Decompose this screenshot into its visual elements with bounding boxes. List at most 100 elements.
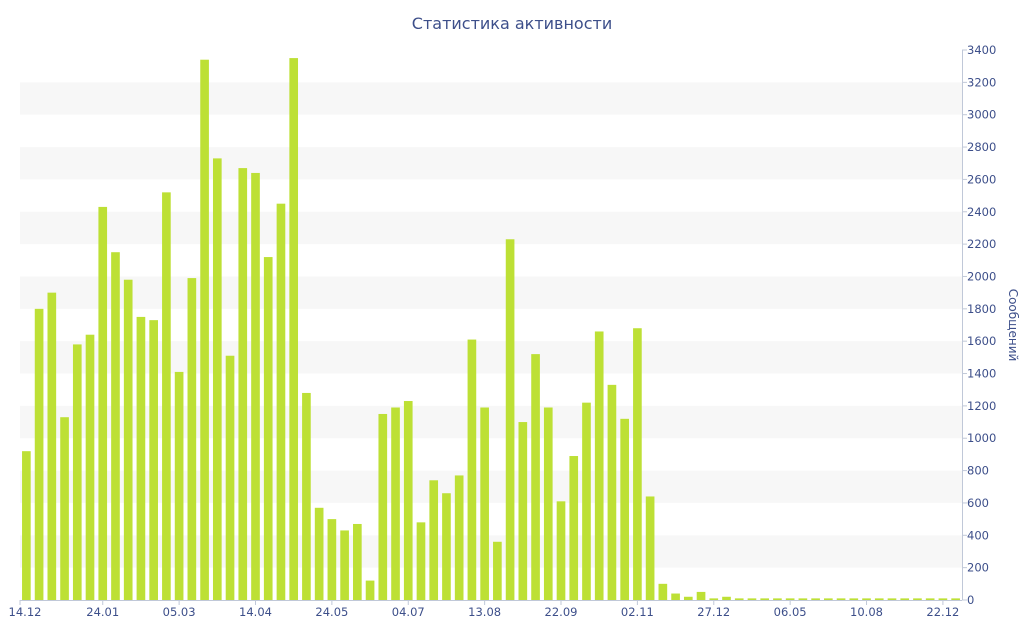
bar[interactable] (162, 192, 171, 600)
bar[interactable] (531, 354, 540, 600)
bar[interactable] (72, 344, 82, 600)
bar[interactable] (620, 418, 629, 600)
y-tick-label: 1400 (967, 367, 996, 381)
bar[interactable] (887, 598, 897, 600)
bar[interactable] (276, 203, 286, 601)
y-tick-label: 2800 (967, 140, 996, 154)
bar[interactable] (123, 279, 133, 600)
bar[interactable] (365, 580, 375, 600)
bar[interactable] (111, 252, 120, 601)
bar[interactable] (938, 598, 948, 600)
bar[interactable] (212, 158, 222, 600)
bar[interactable] (302, 392, 311, 600)
x-tick-labels: 14.12 24.01 05.03 14.04 24.05 04.07 13.08 22.09… (9, 600, 959, 619)
x-tick-label: 13.08 (468, 605, 501, 619)
bar[interactable] (900, 598, 910, 600)
bar[interactable] (263, 257, 273, 600)
x-tick-label: 10.08 (850, 605, 883, 619)
bar[interactable] (824, 598, 833, 600)
bar[interactable] (493, 541, 502, 600)
grid-band (20, 211, 962, 245)
grid-band (20, 147, 962, 180)
y-tick-label: 1200 (967, 399, 996, 413)
bar[interactable] (773, 598, 782, 600)
grid-band (20, 341, 962, 374)
bar[interactable] (391, 407, 400, 601)
bar[interactable] (136, 316, 146, 600)
bar[interactable] (849, 598, 859, 600)
bar[interactable] (403, 401, 413, 600)
axes (20, 50, 963, 601)
bar[interactable] (925, 598, 935, 600)
bar[interactable] (314, 507, 324, 600)
bar[interactable] (60, 417, 69, 600)
y-tick-label: 600 (967, 496, 989, 510)
bar[interactable] (200, 59, 209, 601)
y-tick-labels: 0 200 400 600 800 1000 1200 1400 1600 1800 2000 220… (962, 43, 996, 607)
bar[interactable] (327, 519, 337, 600)
bar[interactable] (645, 496, 655, 600)
bar[interactable] (556, 501, 566, 600)
bar[interactable] (785, 598, 795, 600)
y-tick-label: 800 (967, 464, 989, 478)
bar[interactable] (951, 598, 960, 600)
bar[interactable] (722, 596, 731, 600)
bar[interactable] (85, 334, 95, 600)
bar[interactable] (709, 598, 719, 600)
bar[interactable] (543, 407, 553, 601)
x-tick-label: 14.12 (9, 605, 42, 619)
bar[interactable] (582, 402, 591, 600)
bar[interactable] (149, 320, 158, 600)
bar[interactable] (238, 168, 248, 600)
bar[interactable] (187, 278, 197, 600)
bar[interactable] (913, 598, 922, 600)
y-tick-label: 3200 (967, 75, 996, 89)
bar[interactable] (174, 371, 184, 600)
x-tick-label: 24.01 (86, 605, 119, 619)
bar[interactable] (442, 493, 451, 600)
x-tick-label: 06.05 (774, 605, 807, 619)
bar[interactable] (798, 598, 808, 600)
bar[interactable] (467, 339, 477, 600)
bar[interactable] (480, 407, 489, 601)
bar[interactable] (569, 456, 579, 600)
bar[interactable] (658, 583, 668, 600)
bar[interactable] (251, 172, 260, 601)
bar[interactable] (22, 451, 31, 600)
bar[interactable] (836, 598, 846, 600)
y-tick-label: 3000 (967, 108, 996, 122)
bar[interactable] (760, 598, 770, 600)
bar[interactable] (340, 530, 349, 600)
bar[interactable] (289, 58, 299, 600)
bar[interactable] (862, 598, 871, 600)
bar[interactable] (811, 598, 820, 600)
bar[interactable] (734, 598, 744, 600)
bar[interactable] (747, 598, 757, 600)
bar[interactable] (353, 523, 362, 600)
bar[interactable] (518, 422, 528, 600)
bar[interactable] (47, 292, 57, 600)
bar[interactable] (225, 355, 235, 600)
bar[interactable] (454, 475, 464, 600)
x-tick-label: 24.05 (315, 605, 348, 619)
bar[interactable] (98, 206, 108, 601)
bar[interactable] (505, 239, 515, 600)
bar[interactable] (594, 331, 604, 600)
bar[interactable] (696, 591, 706, 600)
bar[interactable] (683, 596, 693, 600)
bar[interactable] (34, 308, 44, 600)
bar[interactable] (416, 522, 426, 600)
y-tick-label: 3400 (967, 43, 996, 57)
bar[interactable] (429, 480, 439, 600)
x-tick-label: 22.09 (545, 605, 578, 619)
bar[interactable] (874, 598, 884, 600)
bar[interactable] (671, 593, 680, 600)
y-tick-label: 1800 (967, 302, 996, 316)
bar[interactable] (633, 328, 642, 600)
grid-band (20, 82, 962, 115)
y-tick-label: 1600 (967, 334, 996, 348)
bar[interactable] (378, 413, 388, 600)
bar[interactable] (607, 384, 617, 600)
grid-band (20, 276, 962, 309)
